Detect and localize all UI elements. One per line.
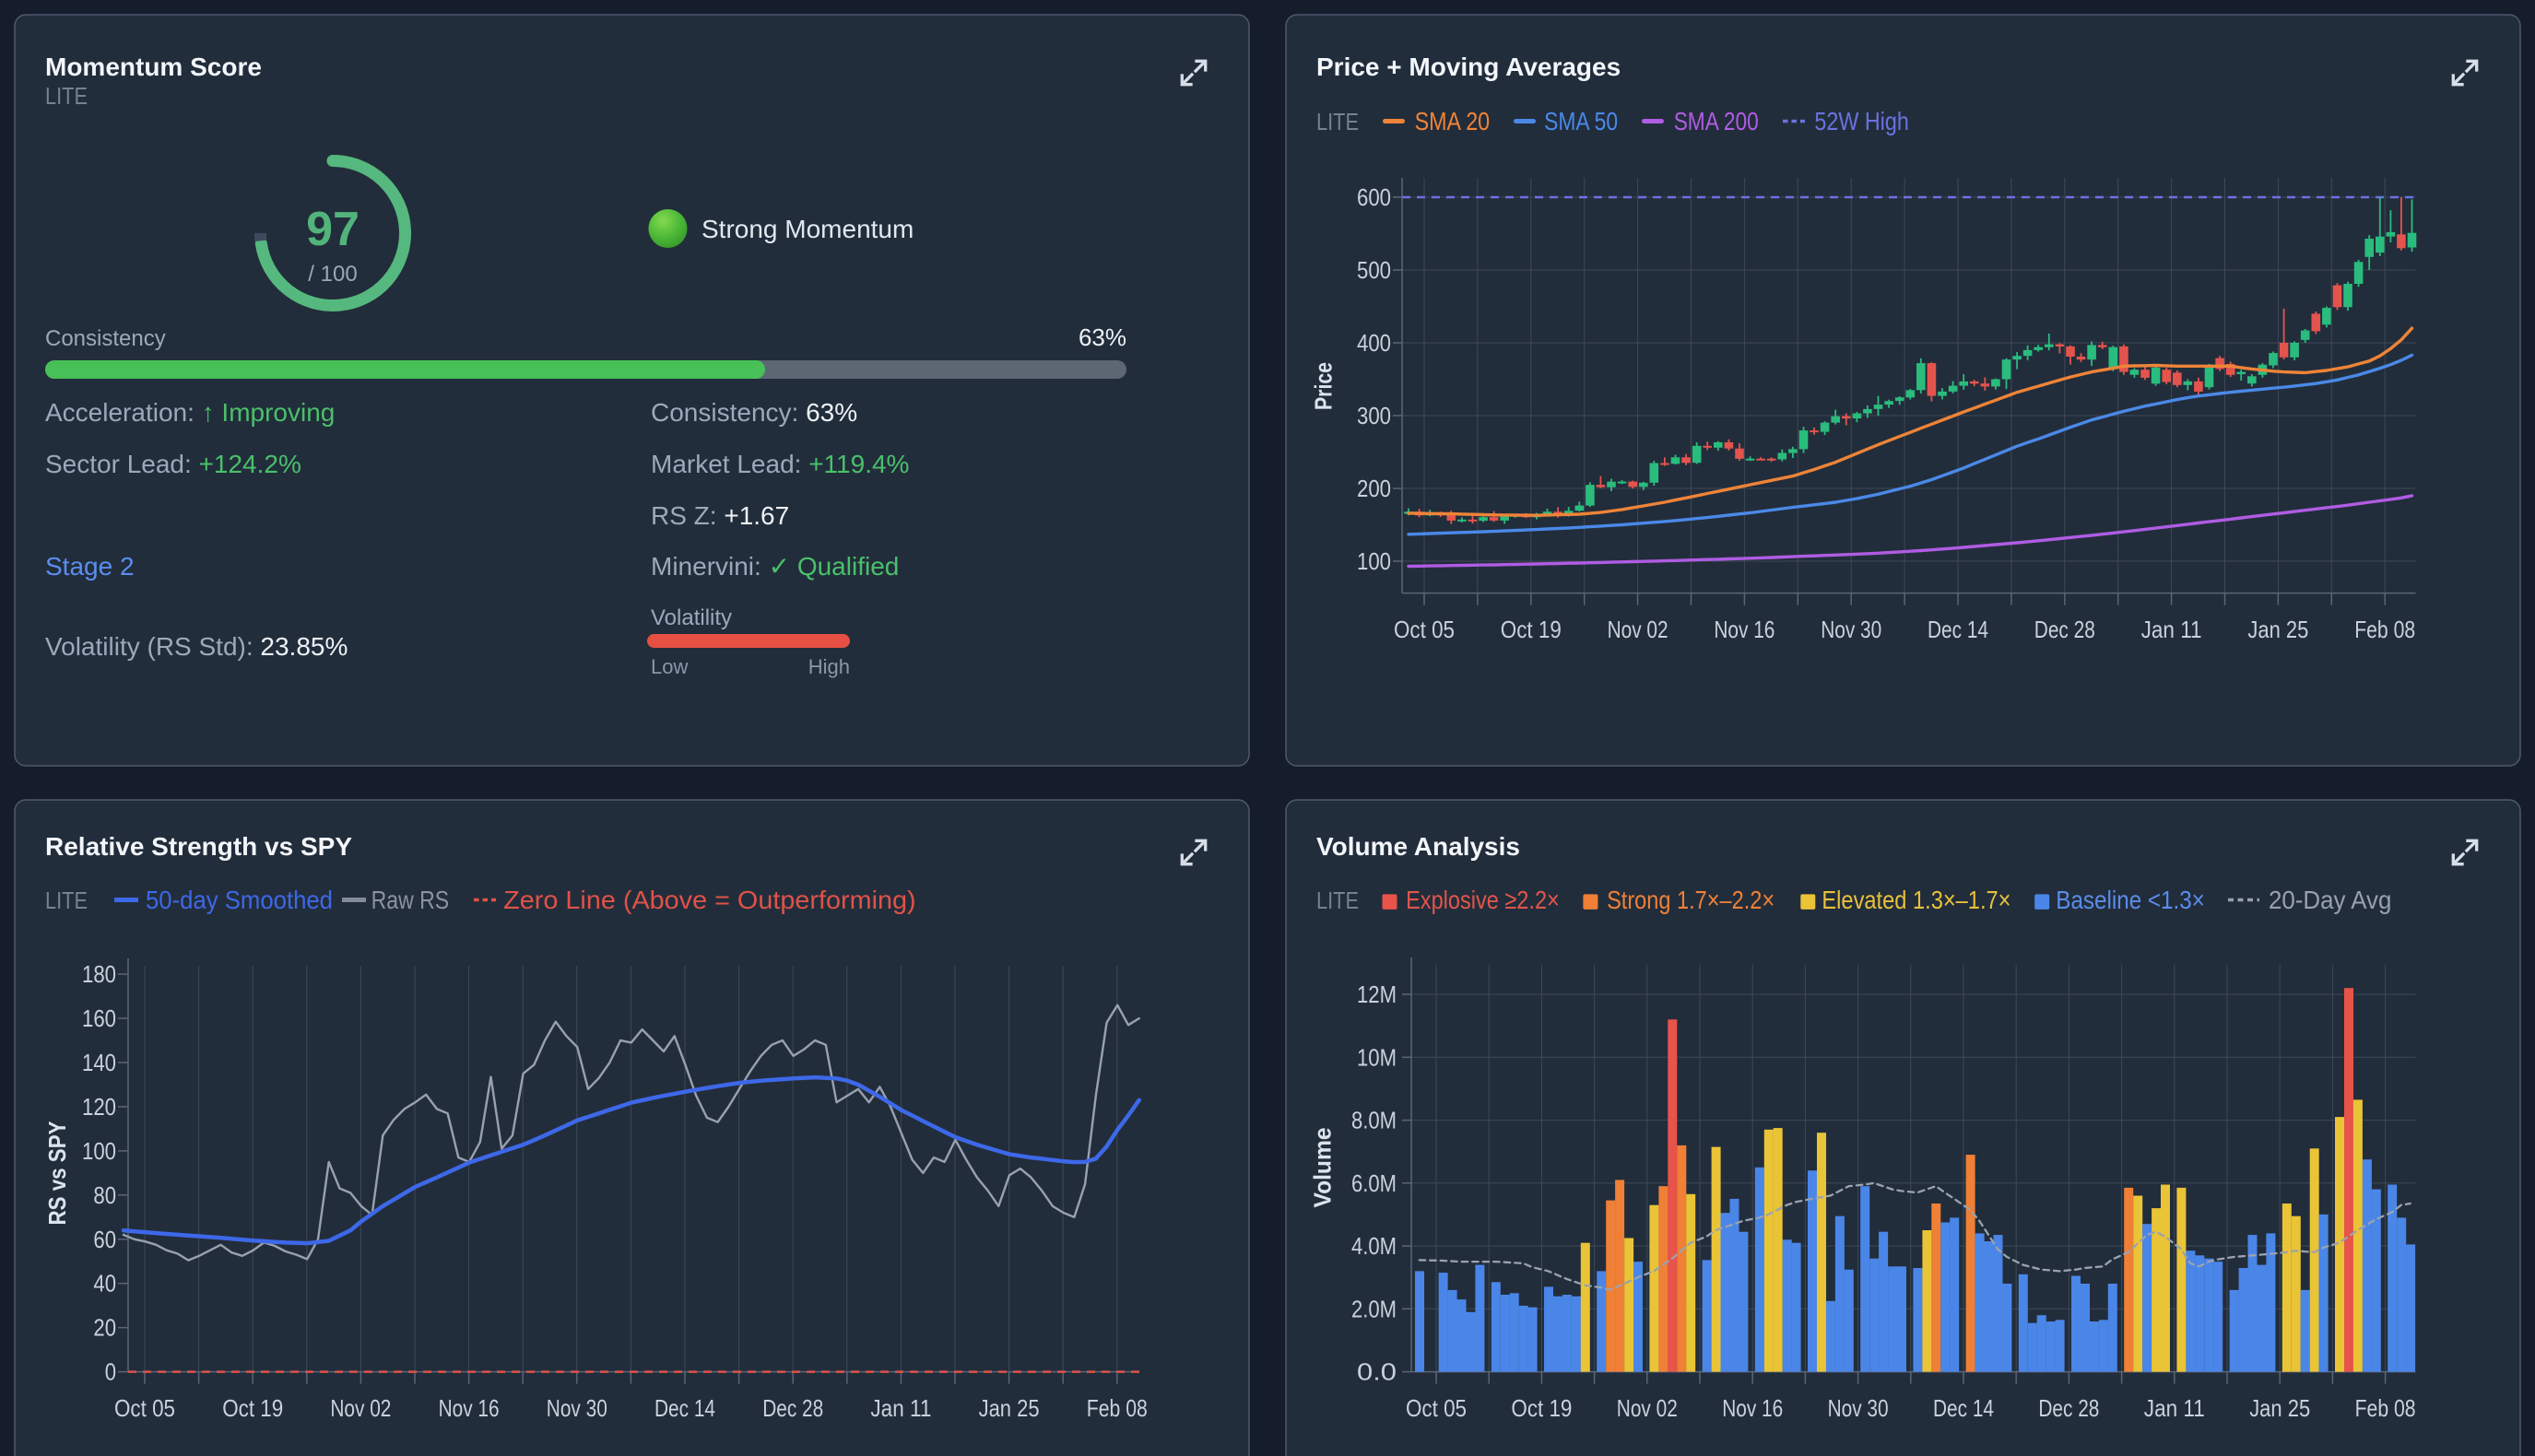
svg-text:Sector Lead: +124.2%: Sector Lead: +124.2% xyxy=(45,450,301,478)
svg-text:600: 600 xyxy=(1357,183,1391,211)
svg-text:Dec 14: Dec 14 xyxy=(654,1394,715,1422)
svg-text:Price + Moving Averages: Price + Moving Averages xyxy=(1316,53,1621,81)
svg-text:Minervini: ✓ Qualified: Minervini: ✓ Qualified xyxy=(651,552,899,581)
svg-text:Raw RS: Raw RS xyxy=(371,886,450,914)
svg-text:Relative Strength vs SPY: Relative Strength vs SPY xyxy=(45,832,352,861)
svg-text:Nov 30: Nov 30 xyxy=(1821,616,1881,643)
svg-text:Price: Price xyxy=(1310,362,1338,410)
svg-text:/ 100: / 100 xyxy=(308,262,357,287)
svg-text:Strong 1.7×–2.2×: Strong 1.7×–2.2× xyxy=(1607,886,1774,914)
svg-text:Nov 16: Nov 16 xyxy=(439,1394,500,1422)
svg-text:97: 97 xyxy=(306,203,360,256)
svg-text:60: 60 xyxy=(93,1226,116,1253)
svg-text:12M: 12M xyxy=(1357,980,1397,1008)
svg-text:Volatility (RS Std): 23.85%: Volatility (RS Std): 23.85% xyxy=(45,632,348,661)
svg-text:20-Day Avg: 20-Day Avg xyxy=(2269,886,2391,914)
svg-text:Volatility: Volatility xyxy=(651,605,732,630)
svg-text:52W High: 52W High xyxy=(1814,107,1908,135)
svg-text:160: 160 xyxy=(82,1004,116,1032)
svg-text:Dec 28: Dec 28 xyxy=(762,1394,823,1422)
svg-text:LITE: LITE xyxy=(1316,108,1359,135)
svg-text:Consistency: 63%: Consistency: 63% xyxy=(651,398,857,427)
svg-text:200: 200 xyxy=(1357,475,1391,502)
svg-text:Zero Line (Above = Outperformi: Zero Line (Above = Outperforming) xyxy=(503,886,915,914)
svg-text:Feb 08: Feb 08 xyxy=(1087,1394,1148,1422)
svg-text:SMA 20: SMA 20 xyxy=(1415,107,1491,135)
svg-text:Oct 19: Oct 19 xyxy=(1501,616,1562,643)
svg-text:Low: Low xyxy=(651,655,688,678)
svg-text:Jan 25: Jan 25 xyxy=(979,1394,1040,1422)
svg-text:Oct 19: Oct 19 xyxy=(1511,1394,1572,1422)
svg-text:Jan 11: Jan 11 xyxy=(870,1394,931,1422)
svg-text:0: 0 xyxy=(105,1358,116,1386)
svg-text:Explosive ≥2.2×: Explosive ≥2.2× xyxy=(1406,886,1560,914)
svg-text:Jan 11: Jan 11 xyxy=(2141,616,2202,643)
svg-text:0.0: 0.0 xyxy=(1357,1358,1397,1386)
svg-text:6.0M: 6.0M xyxy=(1351,1169,1397,1197)
svg-text:Jan 25: Jan 25 xyxy=(2249,1394,2310,1422)
svg-text:Oct 19: Oct 19 xyxy=(222,1394,283,1422)
svg-text:Nov 30: Nov 30 xyxy=(547,1394,607,1422)
svg-text:Nov 02: Nov 02 xyxy=(1608,616,1668,643)
svg-text:Jan 11: Jan 11 xyxy=(2144,1394,2205,1422)
svg-text:Jan 25: Jan 25 xyxy=(2247,616,2308,643)
svg-text:400: 400 xyxy=(1357,329,1391,357)
svg-text:Consistency: Consistency xyxy=(45,326,166,351)
svg-text:Dec 14: Dec 14 xyxy=(1933,1394,1994,1422)
svg-text:Oct 05: Oct 05 xyxy=(1394,616,1455,643)
svg-text:300: 300 xyxy=(1357,402,1391,429)
svg-text:Dec 14: Dec 14 xyxy=(1928,616,1988,643)
svg-text:Volume Analysis: Volume Analysis xyxy=(1316,832,1520,861)
svg-text:Nov 30: Nov 30 xyxy=(1828,1394,1889,1422)
svg-text:100: 100 xyxy=(1357,547,1391,575)
svg-text:Feb 08: Feb 08 xyxy=(2355,1394,2416,1422)
svg-text:LITE: LITE xyxy=(45,887,88,914)
svg-text:50-day Smoothed: 50-day Smoothed xyxy=(146,886,333,914)
svg-text:4.0M: 4.0M xyxy=(1351,1232,1397,1260)
svg-text:Nov 16: Nov 16 xyxy=(1714,616,1774,643)
svg-text:120: 120 xyxy=(82,1093,116,1121)
svg-text:Nov 16: Nov 16 xyxy=(1722,1394,1783,1422)
svg-text:Nov 02: Nov 02 xyxy=(1617,1394,1678,1422)
svg-text:Stage 2: Stage 2 xyxy=(45,552,135,581)
svg-text:Acceleration: ↑ Improving: Acceleration: ↑ Improving xyxy=(45,398,335,427)
svg-text:LITE: LITE xyxy=(1316,887,1359,914)
svg-text:Volume: Volume xyxy=(1309,1128,1337,1208)
svg-text:100: 100 xyxy=(82,1137,116,1165)
svg-text:High: High xyxy=(808,655,850,678)
svg-text:2.0M: 2.0M xyxy=(1351,1295,1397,1322)
svg-text:63%: 63% xyxy=(1079,323,1126,351)
svg-text:Dec 28: Dec 28 xyxy=(2034,616,2095,643)
svg-text:Elevated 1.3×–1.7×: Elevated 1.3×–1.7× xyxy=(1822,886,2010,914)
svg-text:Dec 28: Dec 28 xyxy=(2038,1394,2099,1422)
svg-text:10M: 10M xyxy=(1357,1043,1397,1071)
svg-text:40: 40 xyxy=(93,1270,116,1297)
svg-text:140: 140 xyxy=(82,1049,116,1076)
svg-text:20: 20 xyxy=(93,1314,116,1342)
svg-text:8.0M: 8.0M xyxy=(1351,1107,1397,1134)
svg-text:500: 500 xyxy=(1357,256,1391,284)
svg-text:Momentum Score: Momentum Score xyxy=(45,53,262,81)
svg-text:Oct 05: Oct 05 xyxy=(114,1394,175,1422)
svg-text:Feb 08: Feb 08 xyxy=(2354,616,2415,643)
svg-text:RS Z: +1.67: RS Z: +1.67 xyxy=(651,501,789,530)
svg-text:180: 180 xyxy=(82,960,116,988)
svg-text:Nov 02: Nov 02 xyxy=(330,1394,391,1422)
svg-text:Oct 05: Oct 05 xyxy=(1406,1394,1467,1422)
svg-text:SMA 50: SMA 50 xyxy=(1544,107,1618,135)
svg-text:SMA 200: SMA 200 xyxy=(1674,107,1759,135)
svg-text:Baseline <1.3×: Baseline <1.3× xyxy=(2056,886,2205,914)
svg-text:Strong Momentum: Strong Momentum xyxy=(702,215,914,243)
svg-text:LITE: LITE xyxy=(45,82,88,110)
svg-text:Market Lead: +119.4%: Market Lead: +119.4% xyxy=(651,450,909,478)
svg-text:80: 80 xyxy=(93,1181,116,1209)
svg-text:RS vs SPY: RS vs SPY xyxy=(43,1121,71,1226)
